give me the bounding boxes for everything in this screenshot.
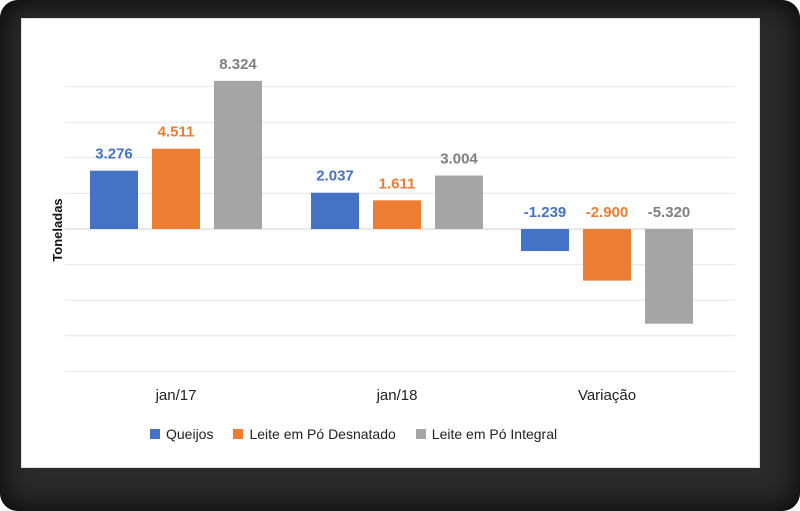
- bars: [90, 80, 693, 324]
- category-labels: jan/17 jan/18 Variação: [155, 387, 636, 404]
- legend-swatch: [233, 429, 244, 439]
- data-labels: 3.276 4.511 8.324 2.037 1.611 3.004 -1.239 -2.9…: [95, 56, 690, 221]
- category-label: Variação: [578, 387, 636, 404]
- legend-swatch: [415, 429, 426, 439]
- data-label: -2.900: [586, 204, 629, 221]
- y-axis-label: Toneladas: [50, 198, 65, 261]
- bar: [214, 80, 262, 230]
- category-label: jan/17: [155, 387, 197, 404]
- bar: [645, 229, 693, 324]
- legend-label: Leite em Pó Desnatado: [249, 426, 396, 442]
- bar: [311, 192, 359, 229]
- data-label: -5.320: [648, 204, 691, 221]
- data-label: 4.511: [158, 124, 195, 141]
- legend: Queijos Leite em Pó Desnatado Leite em Pó …: [150, 424, 557, 444]
- legend-item: Queijos: [150, 426, 213, 442]
- bar: [583, 229, 631, 281]
- bar: [521, 229, 569, 252]
- legend-label: Leite em Pó Integral: [431, 426, 558, 442]
- legend-item: Leite em Pó Integral: [415, 426, 558, 442]
- data-label: 3.004: [440, 151, 478, 168]
- bar: [435, 175, 483, 229]
- legend-item: Leite em Pó Desnatado: [233, 426, 396, 442]
- chart-panel: [21, 18, 760, 468]
- data-label: 2.037: [316, 168, 354, 185]
- bar: [152, 148, 200, 229]
- category-label: jan/18: [376, 387, 418, 404]
- bar: [373, 200, 421, 229]
- data-label: 3.276: [95, 146, 133, 163]
- data-label: 8.324: [219, 56, 257, 73]
- bar: [90, 170, 138, 229]
- legend-label: Queijos: [166, 426, 214, 442]
- data-label: 1.611: [379, 175, 416, 192]
- legend-swatch: [150, 429, 160, 439]
- data-label: -1.239: [524, 204, 567, 221]
